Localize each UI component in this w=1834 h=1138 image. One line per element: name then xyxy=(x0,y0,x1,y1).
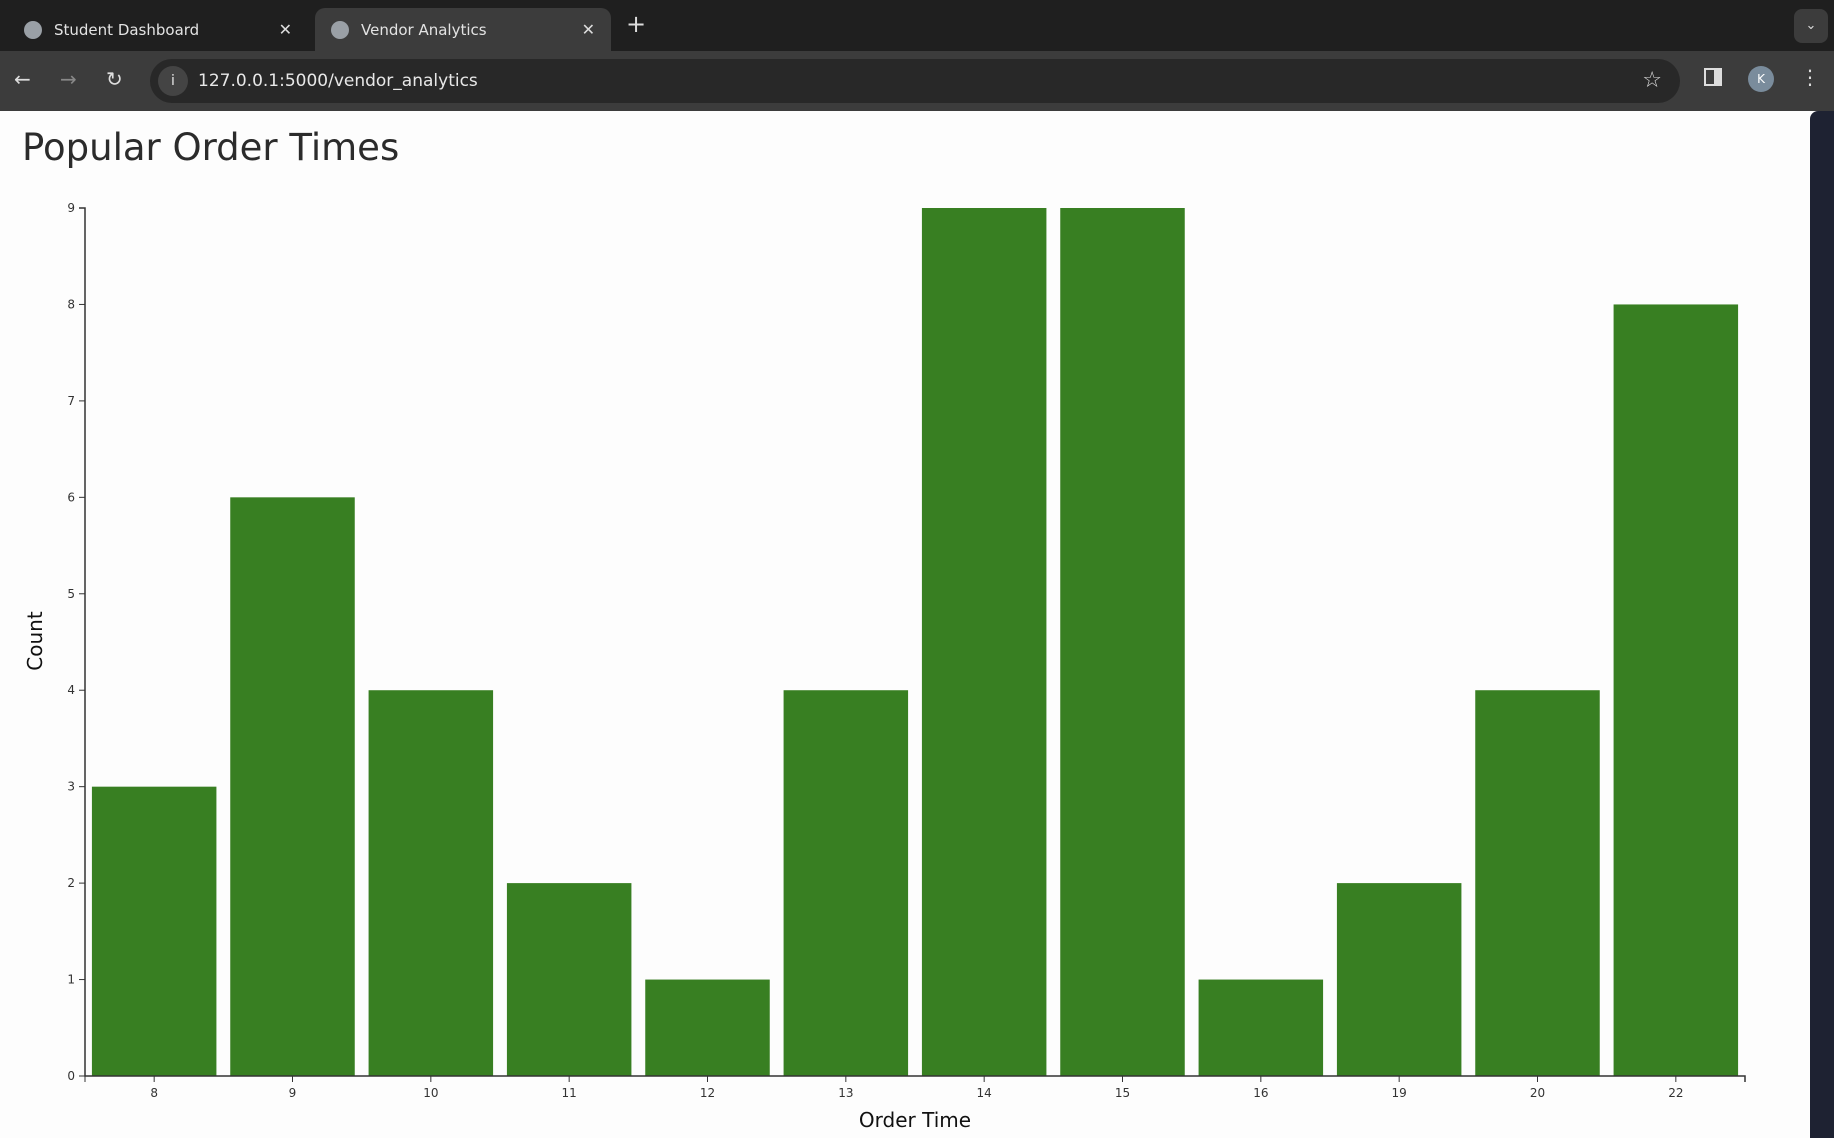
tab-search-button[interactable]: ⌄ xyxy=(1794,9,1828,43)
browser-toolbar: ← → ↻ i 127.0.0.1:5000/vendor_analytics … xyxy=(0,51,1834,111)
address-bar[interactable]: i 127.0.0.1:5000/vendor_analytics ☆ xyxy=(150,59,1680,103)
bar-12 xyxy=(645,979,770,1076)
bar-9 xyxy=(230,497,355,1076)
close-tab-icon[interactable]: ✕ xyxy=(278,20,292,39)
bookmark-star-icon[interactable]: ☆ xyxy=(1642,68,1662,93)
x-tick-label: 15 xyxy=(1115,1086,1130,1100)
y-tick-label: 1 xyxy=(67,973,75,987)
x-tick-label: 20 xyxy=(1530,1086,1545,1100)
x-tick-label: 22 xyxy=(1668,1086,1683,1100)
scrollbar[interactable] xyxy=(1810,111,1834,1138)
y-tick-label: 0 xyxy=(67,1069,75,1083)
side-panel-icon[interactable] xyxy=(1704,68,1722,86)
tab-student-dashboard[interactable]: Student Dashboard ✕ xyxy=(8,8,308,51)
globe-icon xyxy=(331,20,349,39)
y-tick-label: 6 xyxy=(67,490,75,504)
tab-title: Vendor Analytics xyxy=(361,20,487,39)
site-info-icon[interactable]: i xyxy=(158,66,188,96)
menu-icon[interactable]: ⋮ xyxy=(1800,65,1820,89)
bar-19 xyxy=(1336,883,1462,1076)
x-axis-label: Order Time xyxy=(859,1108,971,1132)
url-text: 127.0.0.1:5000/vendor_analytics xyxy=(198,71,478,91)
reload-button[interactable]: ↻ xyxy=(106,67,123,91)
forward-button[interactable]: → xyxy=(60,67,77,91)
x-tick-label: 16 xyxy=(1253,1086,1268,1100)
bar-16 xyxy=(1198,979,1324,1076)
y-tick-label: 7 xyxy=(67,394,75,408)
x-tick-label: 8 xyxy=(150,1086,158,1100)
profile-avatar[interactable]: K xyxy=(1748,66,1774,92)
y-tick-label: 3 xyxy=(67,780,75,794)
tab-vendor-analytics[interactable]: Vendor Analytics ✕ xyxy=(315,8,611,51)
new-tab-button[interactable]: + xyxy=(626,10,647,38)
bar-8 xyxy=(91,786,217,1076)
tab-title: Student Dashboard xyxy=(54,20,200,39)
x-tick-label: 9 xyxy=(289,1086,297,1100)
bar-14 xyxy=(921,208,1047,1076)
y-tick-label: 8 xyxy=(67,297,75,311)
bar-22 xyxy=(1613,304,1739,1076)
close-tab-icon[interactable]: ✕ xyxy=(581,20,595,39)
x-tick-label: 12 xyxy=(700,1086,715,1100)
x-tick-label: 13 xyxy=(838,1086,853,1100)
bar-11 xyxy=(506,883,632,1076)
globe-icon xyxy=(24,20,42,39)
back-button[interactable]: ← xyxy=(14,67,31,91)
bar-15 xyxy=(1060,208,1185,1076)
x-tick-label: 11 xyxy=(562,1086,577,1100)
bar-10 xyxy=(368,690,494,1076)
x-tick-label: 19 xyxy=(1392,1086,1407,1100)
y-axis-label: Count xyxy=(23,611,47,671)
x-tick-label: 10 xyxy=(423,1086,438,1100)
y-tick-label: 9 xyxy=(67,201,75,215)
tab-bar: Student Dashboard ✕ Vendor Analytics ✕ +… xyxy=(0,0,1834,51)
y-tick-label: 5 xyxy=(67,587,75,601)
x-tick-label: 14 xyxy=(977,1086,992,1100)
bar-20 xyxy=(1475,690,1600,1076)
y-tick-label: 2 xyxy=(67,876,75,890)
y-tick-label: 4 xyxy=(67,683,75,697)
bar-13 xyxy=(783,690,909,1076)
page-title: Popular Order Times xyxy=(22,126,400,169)
